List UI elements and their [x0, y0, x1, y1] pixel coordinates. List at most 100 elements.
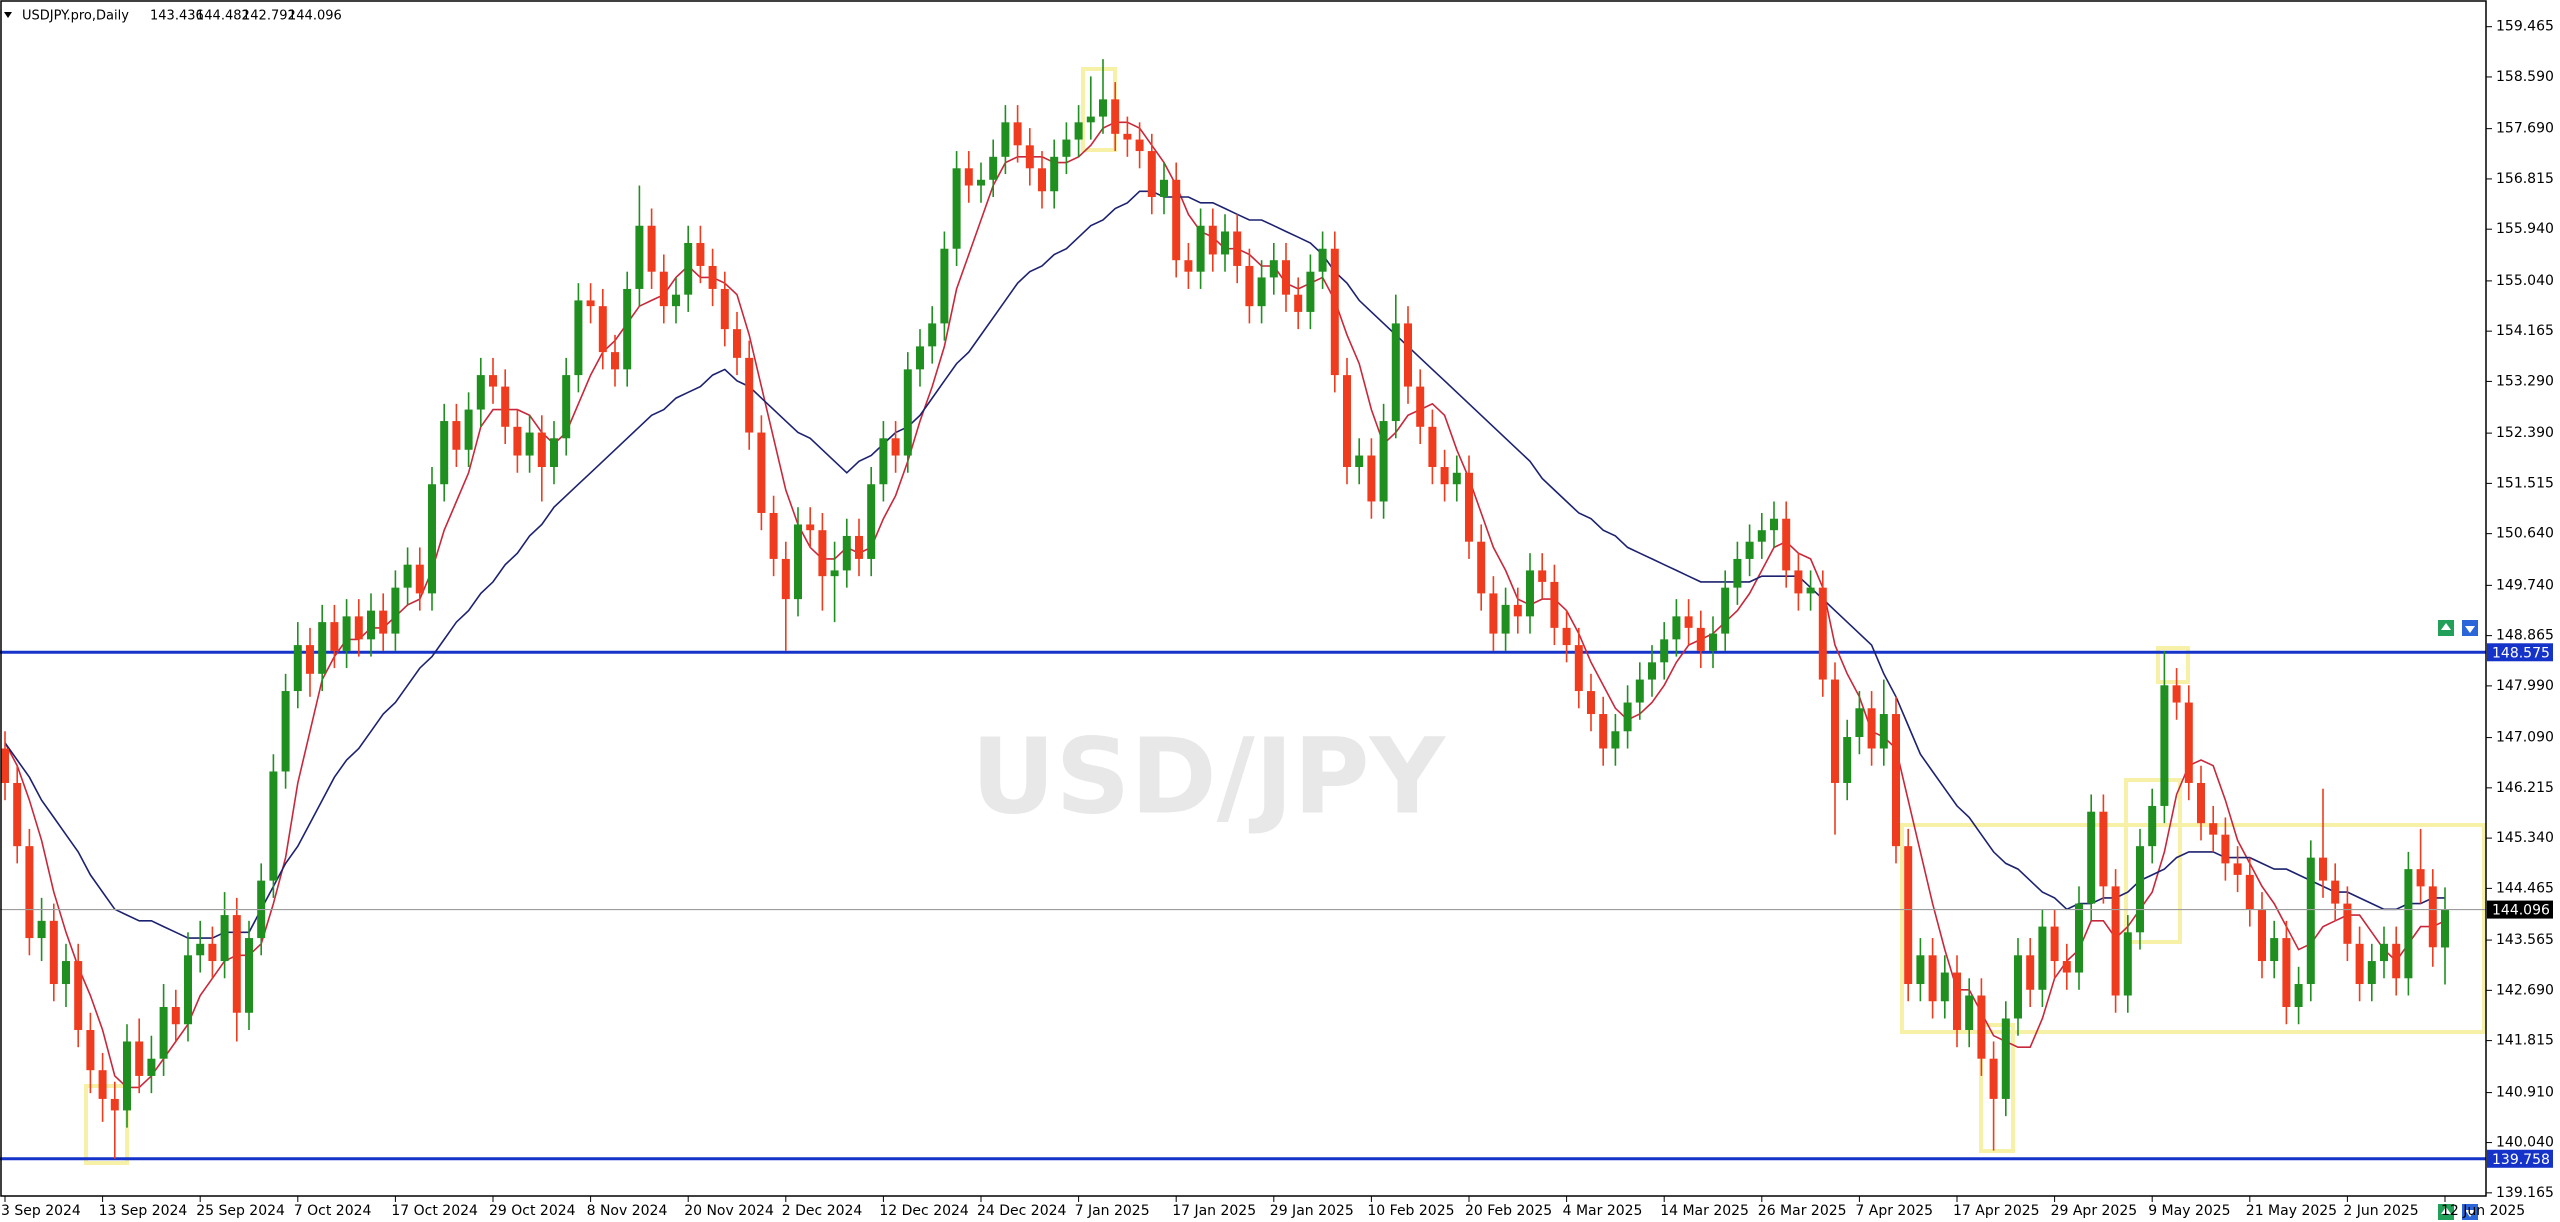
candle-body — [1013, 122, 1022, 146]
x-tick-label: 9 May 2025 — [2148, 1203, 2230, 1219]
candle-body — [745, 357, 754, 433]
x-tick-label: 12 Dec 2024 — [879, 1203, 969, 1219]
down-icon — [2465, 1210, 2475, 1217]
candle-body — [1818, 587, 1827, 680]
candle-body — [1404, 323, 1412, 387]
candle-body — [964, 168, 973, 186]
candle-body — [781, 558, 790, 600]
candle-body — [1282, 260, 1290, 295]
candle-body — [342, 616, 351, 651]
candle-body — [428, 484, 436, 594]
candle-body — [1428, 426, 1437, 468]
candle-body — [2441, 909, 2449, 948]
y-tick-label: 159.465 — [2496, 19, 2554, 35]
candle-body — [1221, 231, 1229, 255]
candle-body — [1257, 277, 1266, 307]
y-tick-label: 152.390 — [2496, 425, 2554, 441]
x-tick-label: 29 Apr 2025 — [2051, 1203, 2138, 1219]
level-label-box — [2487, 643, 2553, 662]
candle-body — [562, 375, 571, 439]
candle-body — [123, 1041, 131, 1111]
candle-body — [1306, 271, 1315, 312]
candle-body — [98, 1070, 107, 1099]
candle-body — [855, 535, 863, 559]
candle-body — [379, 610, 388, 634]
level-label-box — [2487, 1149, 2553, 1168]
candle-body — [1965, 995, 1974, 1030]
candle-body — [1184, 260, 1193, 272]
candle-body — [281, 691, 290, 772]
candle-body — [1135, 139, 1144, 152]
zone — [2124, 778, 2182, 944]
up-icon — [2441, 1207, 2451, 1214]
candle-body — [537, 432, 546, 468]
candle-body — [403, 564, 412, 588]
candle-body — [293, 645, 302, 692]
candle-body — [1172, 179, 1181, 261]
candle-body — [830, 570, 839, 577]
candle-body — [2075, 903, 2083, 973]
candle-body — [696, 242, 705, 266]
y-tick-label: 143.565 — [2496, 932, 2554, 948]
candle-body — [2209, 823, 2218, 835]
candle-body — [367, 610, 375, 640]
candle-body — [1635, 679, 1644, 703]
x-tick-label: 21 May 2025 — [2246, 1203, 2337, 1219]
candle-body — [1587, 691, 1595, 715]
candle-body — [1574, 645, 1583, 692]
candle-body — [159, 1007, 168, 1059]
menu-arrow[interactable] — [4, 12, 12, 18]
candle-body — [1343, 375, 1351, 468]
candle-body — [2270, 938, 2279, 962]
candle-body — [330, 622, 339, 651]
level-buttons — [2438, 620, 2478, 1220]
y-tick-label: 154.165 — [2496, 323, 2554, 339]
y-tick-label: 140.040 — [2496, 1135, 2554, 1151]
candle-body — [525, 432, 534, 456]
candle-body — [62, 961, 70, 985]
candle-body — [916, 346, 924, 370]
candle-body — [2160, 685, 2169, 806]
candle-body — [1709, 633, 1717, 651]
candle-body — [1721, 587, 1730, 634]
candle-body — [1355, 455, 1364, 468]
moving-average — [4, 190, 2445, 939]
candle-body — [2282, 938, 2291, 1008]
candle-body — [135, 1041, 144, 1076]
y-tick-label: 142.690 — [2496, 982, 2554, 998]
last-low: 142.792 — [242, 9, 296, 24]
candle-body — [74, 961, 83, 1030]
candle-body — [1, 748, 9, 783]
x-tick-label: 2 Jun 2025 — [2343, 1203, 2418, 1219]
candle-body — [879, 438, 888, 485]
candle-body — [1672, 616, 1681, 640]
candle-body — [635, 225, 644, 289]
candle-body — [245, 938, 253, 1013]
x-tick-label: 12 Jun 2025 — [2441, 1203, 2525, 1219]
candle-body — [1074, 122, 1083, 140]
candle-body — [2197, 782, 2205, 824]
candle-body — [1367, 455, 1376, 502]
candle-body — [2245, 874, 2254, 910]
candle-body — [1806, 587, 1815, 594]
plot-frame — [0, 0, 2487, 1197]
candle-body — [1879, 714, 1888, 749]
candle-body — [1038, 168, 1046, 192]
candle-body — [891, 438, 900, 456]
x-tick-label: 3 Sep 2024 — [1, 1203, 81, 1219]
candle-body — [842, 535, 851, 571]
y-tick-label: 148.865 — [2496, 628, 2554, 644]
y-tick-label: 151.515 — [2496, 475, 2554, 491]
candle-body — [25, 846, 34, 939]
candle-body — [2319, 857, 2327, 881]
candle-body — [1977, 995, 1986, 1059]
highlight-zones — [84, 67, 2486, 1165]
plot-area — [0, 59, 2486, 1161]
candle-body — [1245, 265, 1254, 307]
x-tick-label: 25 Sep 2024 — [196, 1203, 285, 1219]
candle-body — [1562, 627, 1571, 646]
x-tick-label: 20 Nov 2024 — [684, 1203, 774, 1219]
x-tick-label: 7 Apr 2025 — [1855, 1203, 1933, 1219]
